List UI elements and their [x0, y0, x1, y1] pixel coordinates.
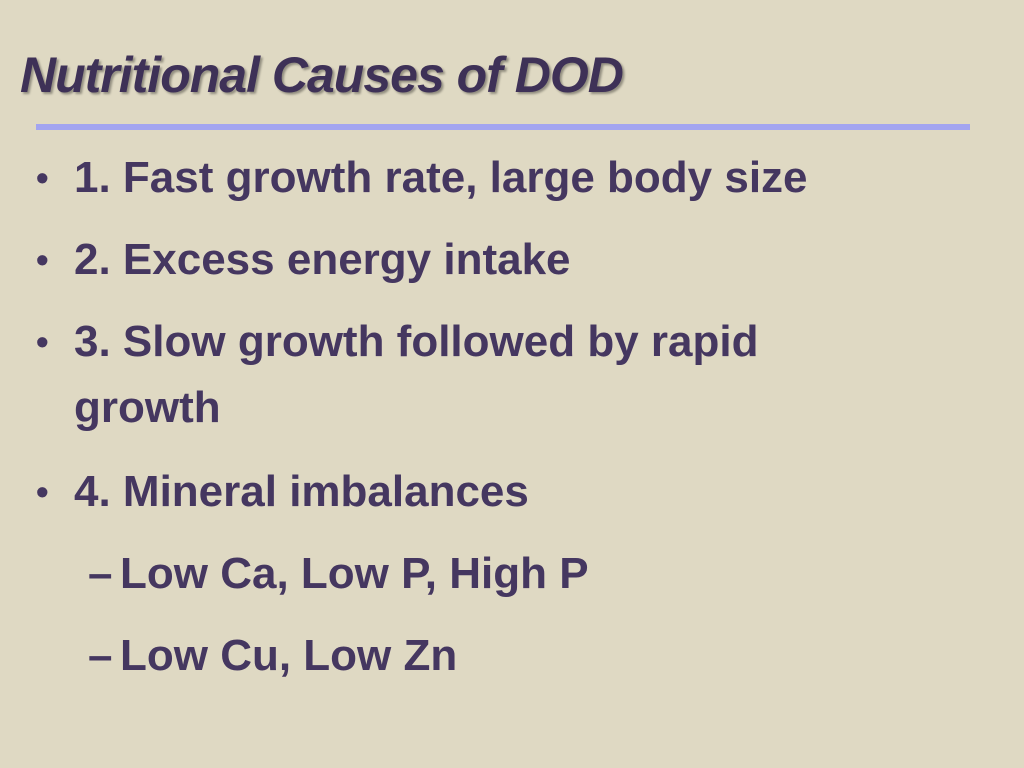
- list-item-text: 2. Excess energy intake: [74, 235, 571, 284]
- sub-list-item: – Low Cu, Low Zn: [88, 623, 457, 689]
- bullet-icon: •: [36, 157, 49, 198]
- slide-title: Nutritional Causes of DOD: [20, 47, 624, 103]
- list-item-continuation: growth: [74, 383, 221, 432]
- list-item-text: 3. Slow growth followed by rapid: [74, 317, 759, 366]
- sub-list-item: – Low Ca, Low P, High P: [88, 541, 589, 607]
- bullet-icon: •: [36, 239, 49, 280]
- dash-icon: –: [88, 631, 113, 680]
- title-divider: [36, 124, 970, 130]
- bullet-icon: •: [36, 321, 49, 362]
- sub-list-item-text: Low Ca, Low P, High P: [120, 549, 589, 598]
- list-item-text: 1. Fast growth rate, large body size: [74, 153, 808, 202]
- list-item-text: 4. Mineral imbalances: [74, 467, 529, 516]
- dash-icon: –: [88, 549, 113, 598]
- bullet-icon: •: [36, 471, 49, 512]
- sub-list-item-text: Low Cu, Low Zn: [120, 631, 458, 680]
